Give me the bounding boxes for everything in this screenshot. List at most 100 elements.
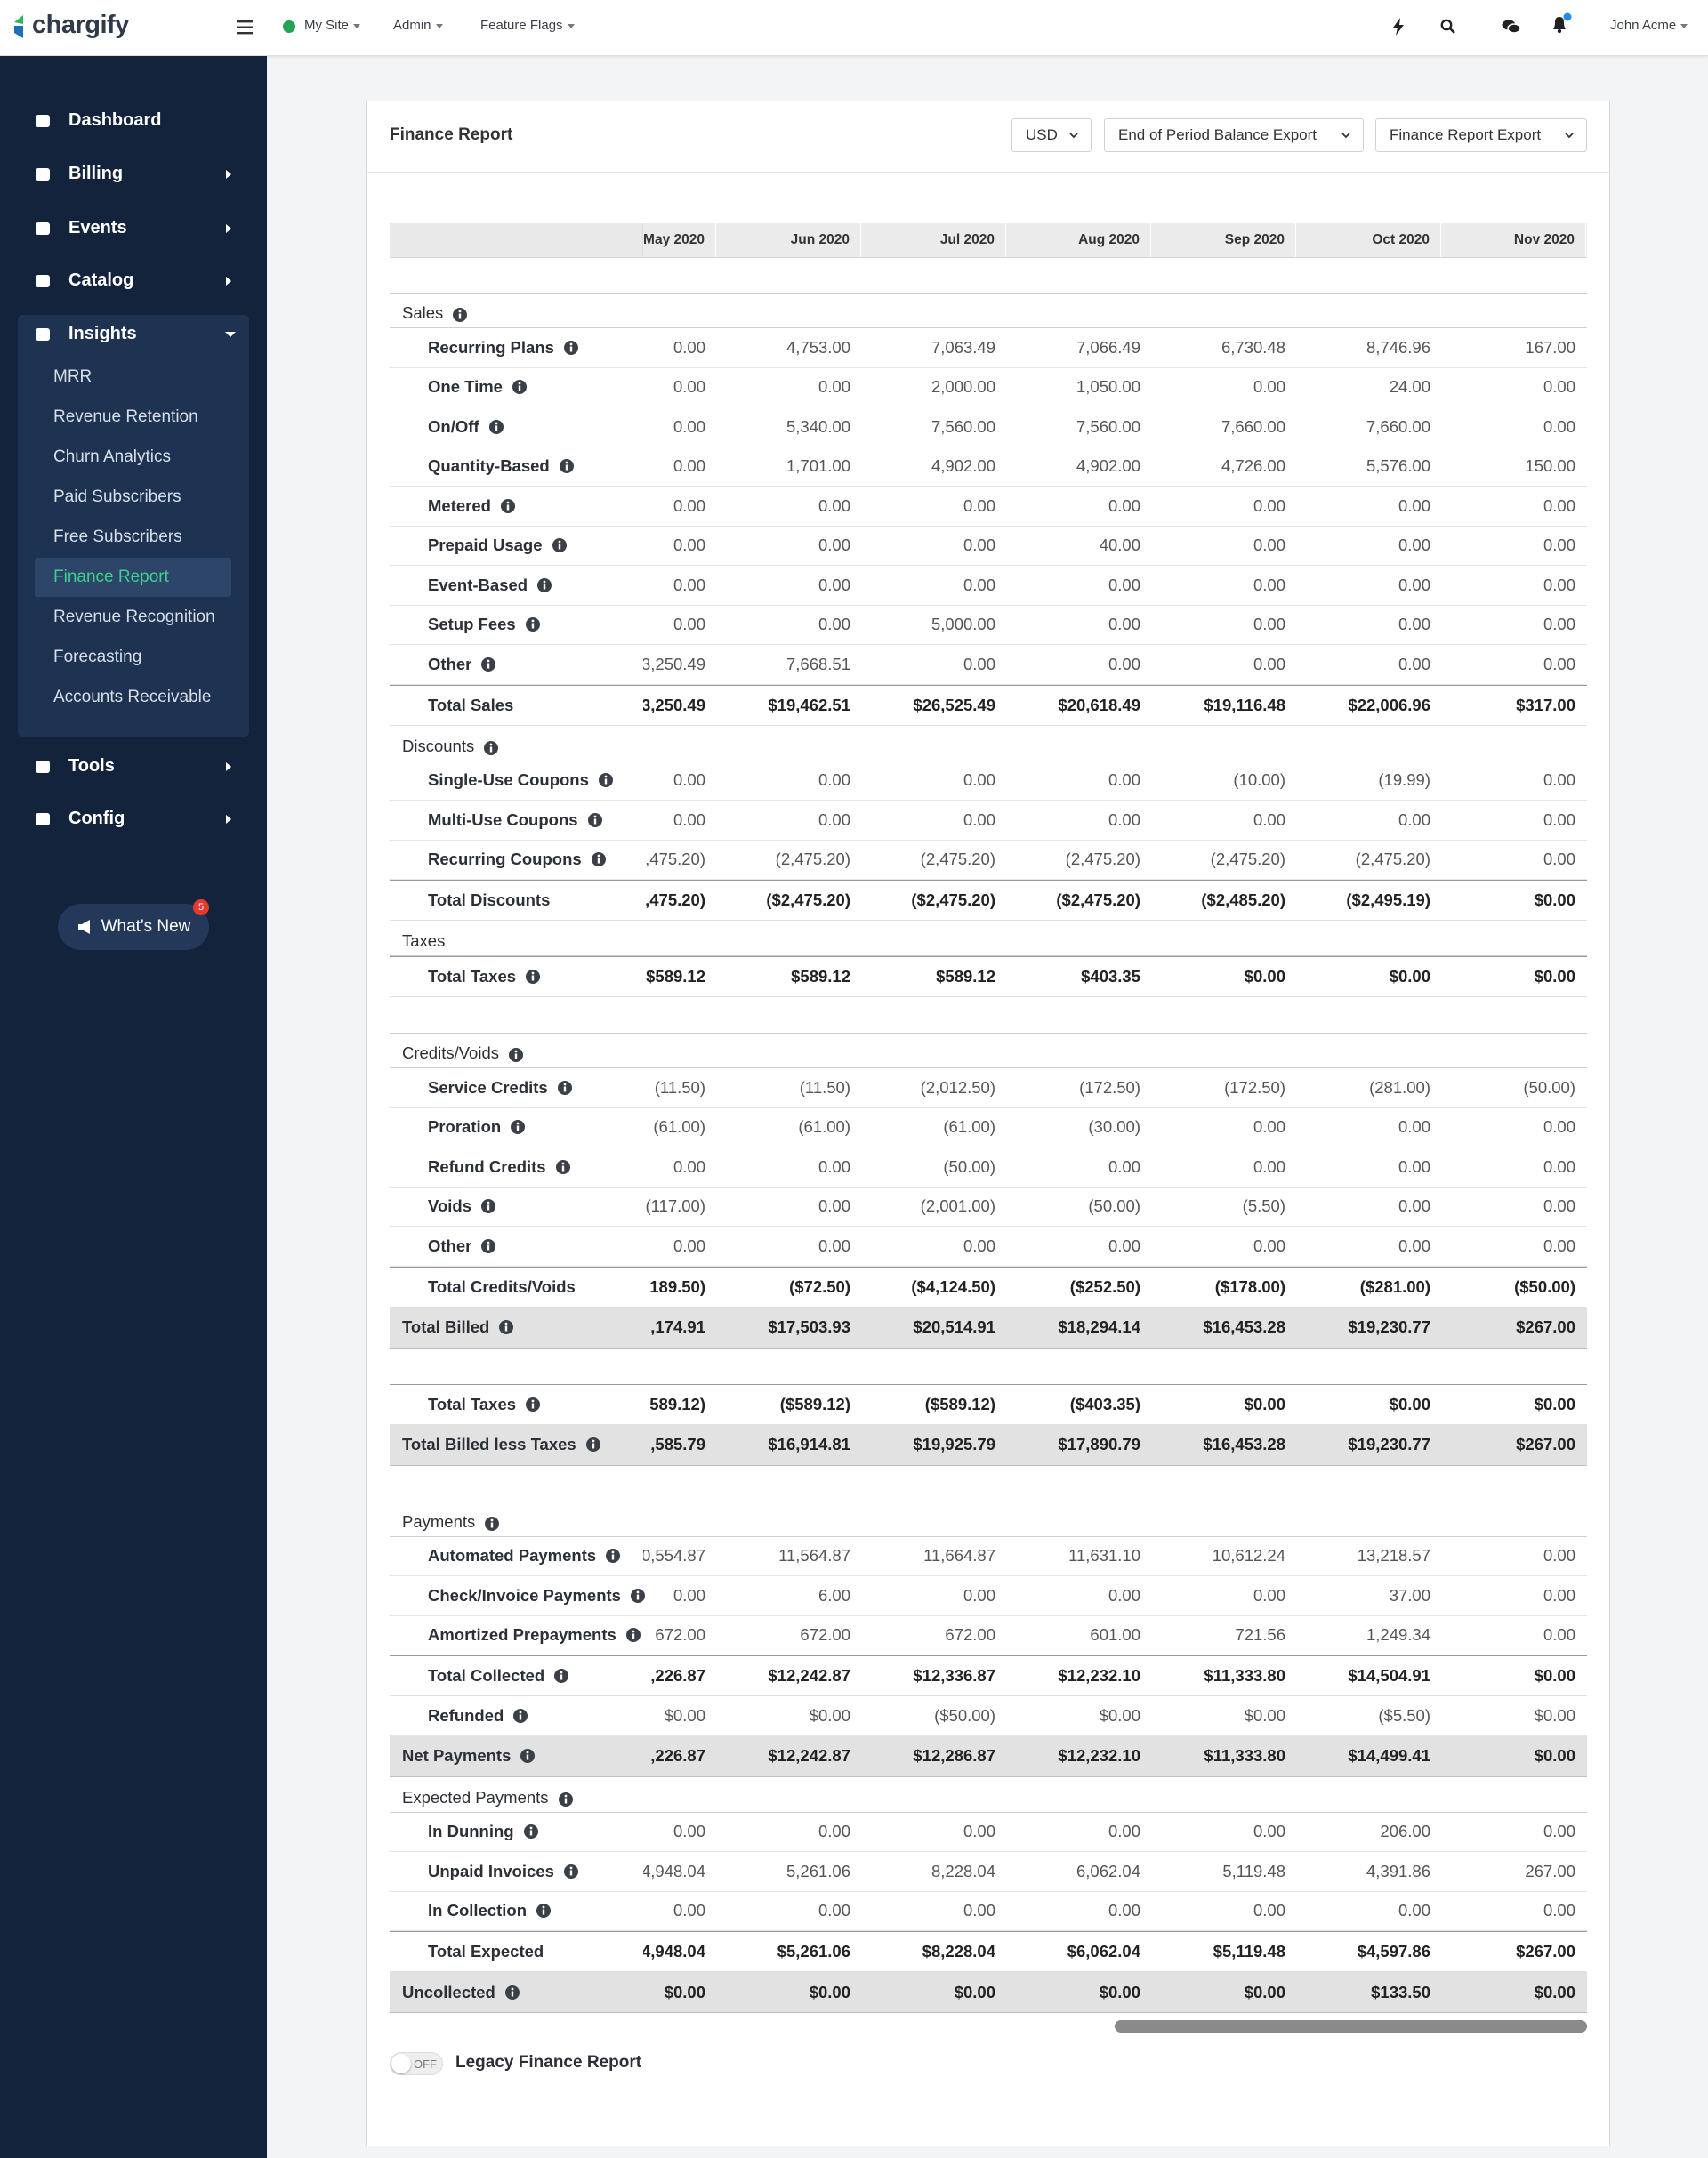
value-cell: 0.00 bbox=[1543, 770, 1575, 790]
nav-item[interactable]: Events bbox=[68, 218, 127, 238]
value-cell: 7,560.00 bbox=[1076, 416, 1140, 436]
value-cell: (2,475.20) bbox=[1210, 850, 1285, 869]
value-cell: 0,554.87 bbox=[643, 1546, 705, 1566]
sub-nav-item[interactable]: Paid Subscribers bbox=[53, 487, 181, 506]
value-cell: (50.00) bbox=[943, 1156, 995, 1176]
dropdown-button[interactable]: USD bbox=[1011, 118, 1092, 152]
sub-nav-item[interactable]: Finance Report bbox=[53, 568, 169, 586]
value-cell: 0.00 bbox=[818, 1156, 850, 1176]
nav-arrow bbox=[226, 277, 231, 286]
value-cell: 672.00 bbox=[655, 1625, 705, 1645]
sub-nav-item[interactable]: Free Subscribers bbox=[53, 527, 182, 546]
value-cell: 4,902.00 bbox=[931, 456, 995, 476]
nav-item[interactable]: Insights bbox=[68, 324, 137, 343]
row-label: Total Discounts bbox=[390, 881, 643, 920]
value-cell: $0.00 bbox=[954, 1982, 995, 2001]
value-cell: 6.00 bbox=[818, 1585, 850, 1605]
total-row: Total Taxes $589.12 $589.12 $589.12 $403.35 $… bbox=[390, 956, 1587, 997]
info-icon bbox=[488, 419, 504, 434]
value-cell: $0.00 bbox=[1099, 1705, 1140, 1725]
sub-nav-item[interactable]: Revenue Recognition bbox=[53, 608, 215, 626]
info-icon bbox=[509, 1048, 523, 1062]
top-menu[interactable]: Admin bbox=[393, 18, 443, 33]
value-cell: $0.00 bbox=[1534, 1705, 1575, 1725]
value-cell: ($2,485.20) bbox=[1201, 890, 1285, 909]
sub-nav-item[interactable]: Accounts Receivable bbox=[53, 688, 212, 706]
toggle-knob bbox=[391, 2054, 411, 2073]
value-cell: $20,514.91 bbox=[913, 1317, 995, 1336]
value-cell: 267.00 bbox=[1525, 1861, 1575, 1880]
row-label: Total Credits/Voids bbox=[390, 1268, 643, 1307]
sidebar: Dashboard Billing Events Catalog Insights MRR… bbox=[0, 56, 267, 2158]
value-cell: $12,232.10 bbox=[1058, 1746, 1140, 1765]
label-text: Multi-Use Coupons bbox=[428, 809, 578, 829]
value-cell: $0.00 bbox=[1534, 1746, 1575, 1765]
dropdown-button[interactable]: Finance Report Export bbox=[1375, 118, 1587, 152]
value-cell: 0.00 bbox=[1543, 535, 1575, 555]
info-icon bbox=[526, 1397, 541, 1412]
info-icon bbox=[563, 340, 578, 355]
item-row: Other 3,250.49 7,668.51 0.00 0.00 0.00 0.00 0.0… bbox=[390, 645, 1587, 685]
value-cell: 4,391.86 bbox=[1366, 1861, 1430, 1880]
toggle-switch[interactable]: OFF bbox=[390, 2052, 443, 2075]
value-cell: 0.00 bbox=[963, 770, 995, 790]
value-cell: ,585.79 bbox=[650, 1435, 705, 1453]
sub-nav-item[interactable]: Forecasting bbox=[53, 648, 142, 666]
row-label: Total Taxes bbox=[390, 957, 643, 996]
menu-label: Feature Flags bbox=[480, 18, 563, 33]
nav-arrow bbox=[225, 332, 236, 337]
label-text: Sales bbox=[402, 303, 444, 322]
nav-item[interactable]: Dashboard bbox=[68, 110, 162, 130]
info-icon bbox=[513, 1708, 528, 1723]
sub-nav-item[interactable]: Churn Analytics bbox=[53, 447, 172, 466]
value-cell: 0.00 bbox=[1398, 809, 1430, 829]
label-text: Payments bbox=[402, 1511, 476, 1531]
value-cell: (2,475.20) bbox=[1355, 850, 1430, 869]
nav-item[interactable]: Catalog bbox=[68, 270, 134, 290]
nav-item[interactable]: Tools bbox=[68, 756, 115, 776]
nav-item[interactable]: Config bbox=[68, 809, 125, 828]
label-text: Setup Fees bbox=[428, 615, 516, 634]
value-cell: $0.00 bbox=[809, 1982, 850, 2001]
item-row: Recurring Coupons ,475.20) (2,475.20) (2,47… bbox=[390, 841, 1587, 880]
value-cell: 0.00 bbox=[1543, 1585, 1575, 1605]
sub-nav-item[interactable]: Revenue Retention bbox=[53, 407, 198, 426]
value-cell: 672.00 bbox=[800, 1625, 850, 1645]
row-label: Recurring Coupons bbox=[390, 841, 643, 880]
value-cell: $267.00 bbox=[1516, 1942, 1575, 1961]
value-cell: 0.00 bbox=[1398, 1901, 1430, 1920]
value-cell: 0.00 bbox=[963, 495, 995, 515]
scrollbar-thumb[interactable] bbox=[1115, 2020, 1587, 2033]
label-text: One Time bbox=[428, 377, 503, 397]
value-cell: $0.00 bbox=[1099, 1982, 1140, 2001]
value-cell: (5.50) bbox=[1242, 1196, 1285, 1216]
label-text: Total Billed less Taxes bbox=[402, 1435, 576, 1453]
row-label: Discounts bbox=[390, 726, 643, 761]
value-cell: $267.00 bbox=[1516, 1317, 1575, 1336]
month-header: Sep 2020 bbox=[1151, 223, 1296, 257]
sub-nav-item[interactable]: MRR bbox=[53, 367, 93, 386]
nav-item[interactable]: Billing bbox=[68, 164, 124, 183]
value-cell: 0.00 bbox=[673, 495, 705, 515]
top-menu[interactable]: Feature Flags bbox=[480, 18, 575, 33]
value-cell: 0.00 bbox=[1253, 1117, 1285, 1137]
whats-new-button[interactable]: What's New bbox=[58, 904, 209, 950]
nav-icon bbox=[36, 168, 50, 181]
item-row: Check/Invoice Payments 0.00 6.00 0.00 0.00 0.… bbox=[390, 1576, 1587, 1616]
value-cell: ($403.35) bbox=[1069, 1394, 1140, 1413]
label-text: Recurring Coupons bbox=[428, 850, 582, 869]
row-label: Voids bbox=[390, 1188, 643, 1227]
site-menu[interactable]: My Site bbox=[304, 18, 361, 33]
label-text: Taxes bbox=[402, 931, 446, 950]
label-text: In Collection bbox=[428, 1901, 527, 1920]
value-cell: 8,746.96 bbox=[1366, 337, 1430, 357]
dropdown-button[interactable]: End of Period Balance Export bbox=[1104, 118, 1364, 152]
month-header: Jul 2020 bbox=[861, 223, 1006, 257]
user-menu[interactable]: John Acme bbox=[1610, 18, 1688, 33]
band-row: Total Billed less Taxes ,585.79 $16,914.81… bbox=[390, 1424, 1587, 1466]
value-cell: 5,576.00 bbox=[1366, 456, 1430, 476]
info-icon bbox=[625, 1628, 640, 1643]
value-cell: $12,242.87 bbox=[768, 1746, 850, 1765]
row-label: Uncollected bbox=[390, 1972, 643, 2012]
